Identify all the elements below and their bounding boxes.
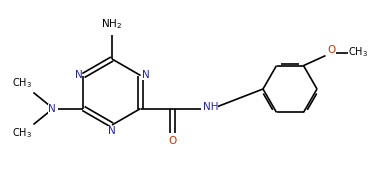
- Text: CH$_3$: CH$_3$: [349, 45, 369, 59]
- Text: CH$_3$: CH$_3$: [12, 77, 32, 90]
- Text: O: O: [168, 137, 177, 146]
- Text: NH: NH: [203, 103, 218, 113]
- Text: N: N: [74, 70, 83, 80]
- Text: CH$_3$: CH$_3$: [12, 127, 32, 140]
- Text: N: N: [48, 103, 56, 113]
- Text: N: N: [108, 126, 116, 136]
- Text: NH$_2$: NH$_2$: [102, 17, 123, 31]
- Text: O: O: [327, 45, 336, 55]
- Text: N: N: [142, 70, 149, 80]
